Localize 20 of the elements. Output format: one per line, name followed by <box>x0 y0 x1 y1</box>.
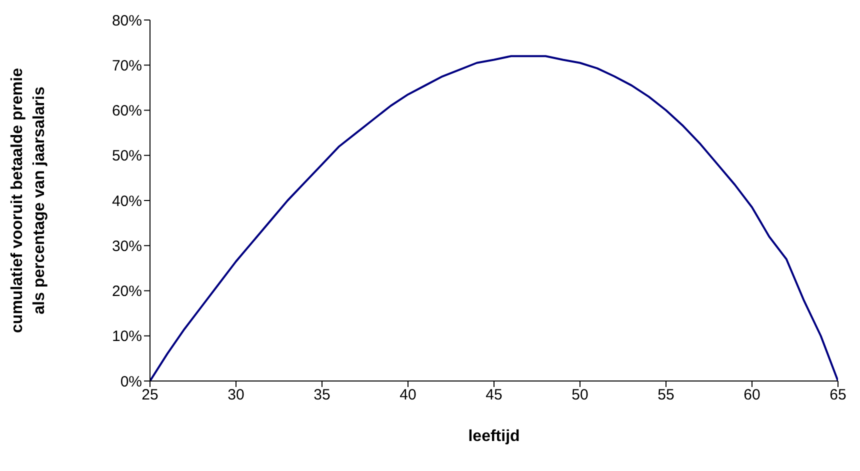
x-tick-label: 25 <box>142 386 158 404</box>
y-tick-label: 0% <box>120 373 142 390</box>
y-tick-label: 70% <box>112 57 142 74</box>
x-tick-label: 55 <box>658 386 674 404</box>
y-tick-label: 20% <box>112 283 142 300</box>
x-tick-label: 45 <box>486 386 502 404</box>
x-tick-label: 35 <box>314 386 330 404</box>
x-axis-title: leeftijd <box>468 428 520 445</box>
y-tick-label: 50% <box>112 148 142 165</box>
y-tick-label: 40% <box>112 192 142 210</box>
x-tick-label: 50 <box>572 386 588 404</box>
x-tick-label: 40 <box>400 386 416 404</box>
x-tick-label: 60 <box>744 386 760 404</box>
y-tick-label: 80% <box>112 12 142 30</box>
x-tick-label: 65 <box>830 386 846 404</box>
y-tick-label: 10% <box>112 328 142 346</box>
y-tick-label: 30% <box>112 238 142 255</box>
y-tick-label: 60% <box>112 102 142 120</box>
y-axis-title: cumulatief vooruit betaalde premie als percentage van jaarsalaris <box>9 68 48 333</box>
x-tick-label: 30 <box>228 386 244 404</box>
